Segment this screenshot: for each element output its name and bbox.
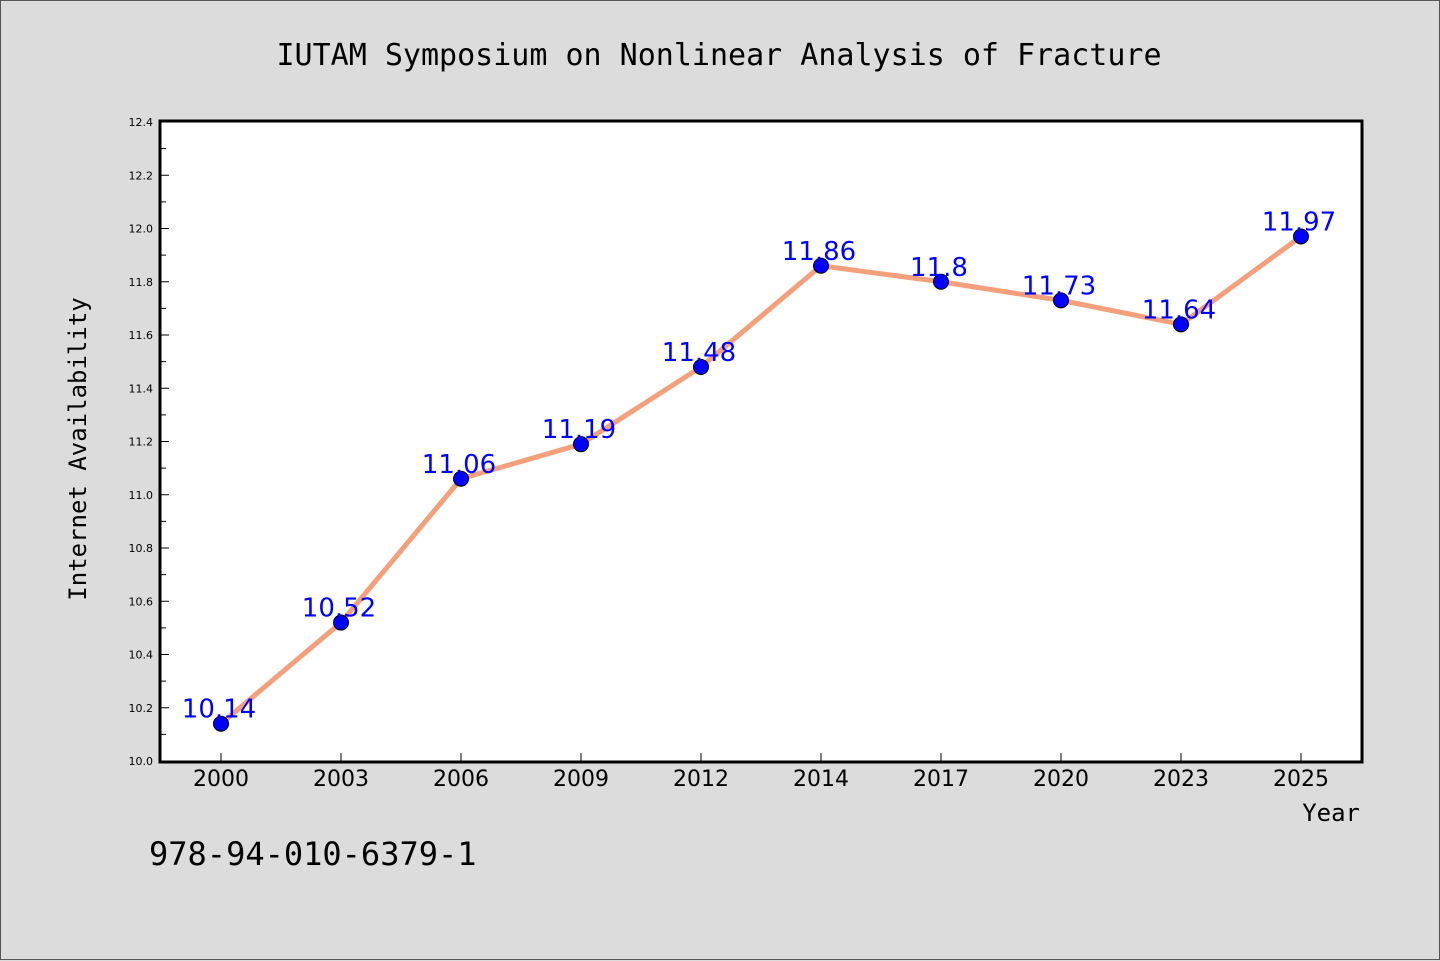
data-label: 11.73: [1022, 271, 1096, 301]
y-tick-label: 10.8: [129, 542, 154, 555]
plot-area: [158, 119, 1364, 764]
y-tick-label: 11.6: [129, 329, 154, 342]
x-axis: 2000 2003 2006 2009 2012 2014 2017 2020 2023 2025: [193, 753, 1329, 792]
y-tick-label: 12.4: [129, 116, 154, 129]
data-label: 11.8: [910, 253, 968, 283]
x-tick-label: 2017: [913, 767, 969, 792]
data-label: 10.52: [302, 594, 376, 624]
data-point: [453, 470, 469, 487]
data-label: 11.97: [1262, 207, 1336, 237]
x-tick-label: 2023: [1153, 767, 1209, 792]
data-label: 11.06: [422, 450, 496, 480]
y-axis-label: Internet Availability: [64, 297, 92, 600]
data-label: 11.48: [662, 338, 736, 368]
series-line: [219, 234, 1303, 726]
x-tick-label: 2020: [1033, 767, 1089, 792]
data-label: 11.19: [542, 415, 616, 445]
data-label: 11.64: [1142, 295, 1216, 325]
data-point: [1053, 292, 1069, 309]
x-tick-label: 2025: [1273, 767, 1329, 792]
x-tick-label: 2009: [553, 767, 609, 792]
y-tick-label: 10.6: [129, 595, 154, 608]
series-group: [213, 228, 1309, 732]
x-tick-label: 2003: [313, 767, 369, 792]
x-tick-label: 2006: [433, 767, 489, 792]
y-axis: 10.0 10.2 10.4 10.6 10.8 11.0 11.2 11.4 11.6 11.8…: [129, 116, 169, 768]
data-point: [573, 436, 589, 453]
data-point: [813, 257, 829, 274]
y-tick-label: 11.0: [129, 489, 154, 502]
data-label: 10.14: [182, 695, 256, 725]
y-tick-label: 11.8: [129, 276, 154, 289]
y-tick-label: 10.4: [129, 649, 154, 662]
y-tick-label: 10.2: [129, 702, 154, 715]
y-tick-label: 12.0: [129, 223, 154, 236]
y-tick-label: 10.0: [129, 755, 154, 768]
y-tick-label: 12.2: [129, 169, 154, 182]
y-tick-label: 11.2: [129, 436, 154, 449]
x-axis-label: Year: [1302, 799, 1360, 827]
data-labels: 10.14 10.52 11.06 11.19 11.48 11.86 11.8 11.73 1…: [182, 207, 1336, 724]
data-point: [333, 614, 349, 631]
data-point: [1293, 228, 1309, 245]
x-tick-label: 2000: [193, 767, 249, 792]
y-tick-label: 11.4: [129, 382, 154, 395]
data-point: [693, 358, 709, 375]
x-tick-label: 2012: [673, 767, 729, 792]
data-label: 11.86: [782, 237, 856, 267]
x-tick-label: 2014: [793, 767, 849, 792]
data-point: [1173, 316, 1189, 333]
isbn-footnote: 978-94-010-6379-1: [149, 835, 477, 873]
data-point: [213, 715, 229, 732]
chart-title: IUTAM Symposium on Nonlinear Analysis of…: [276, 38, 1161, 73]
data-point: [933, 273, 949, 290]
